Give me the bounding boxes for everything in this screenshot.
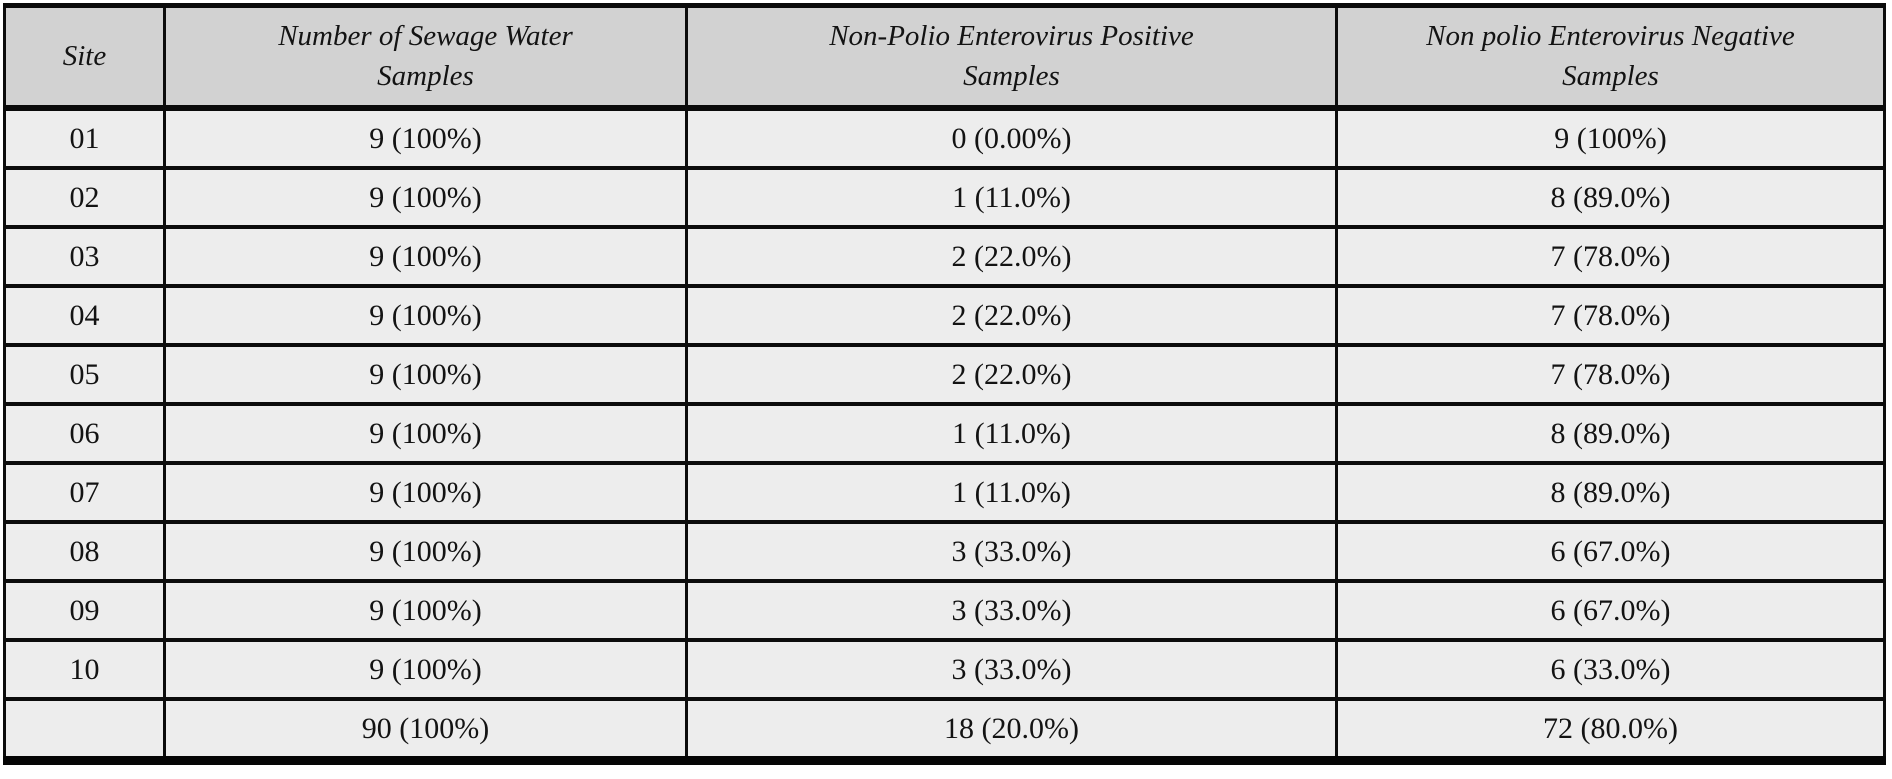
table-row: 06 9 (100%) 1 (11.0%) 8 (89.0%)	[3, 402, 1886, 465]
positive-cell: 18 (20.0%)	[685, 697, 1338, 763]
negative-cell: 9 (100%)	[1335, 106, 1886, 170]
positive-cell: 2 (22.0%)	[685, 225, 1338, 288]
site-cell: 09	[3, 579, 166, 642]
table-row: 07 9 (100%) 1 (11.0%) 8 (89.0%)	[3, 461, 1886, 524]
negative-cell: 8 (89.0%)	[1335, 166, 1886, 229]
site-cell: 08	[3, 520, 166, 583]
samples-cell: 9 (100%)	[163, 343, 688, 406]
negative-cell: 8 (89.0%)	[1335, 402, 1886, 465]
samples-cell: 9 (100%)	[163, 166, 688, 229]
site-cell: 10	[3, 638, 166, 701]
positive-cell: 3 (33.0%)	[685, 520, 1338, 583]
negative-cell: 7 (78.0%)	[1335, 225, 1886, 288]
table-row: 08 9 (100%) 3 (33.0%) 6 (67.0%)	[3, 520, 1886, 583]
table-row: 01 9 (100%) 0 (0.00%) 9 (100%)	[3, 106, 1886, 170]
positive-cell: 1 (11.0%)	[685, 166, 1338, 229]
negative-cell: 72 (80.0%)	[1335, 697, 1886, 763]
negative-cell: 6 (33.0%)	[1335, 638, 1886, 701]
site-cell: 04	[3, 284, 166, 347]
table-row: 02 9 (100%) 1 (11.0%) 8 (89.0%)	[3, 166, 1886, 229]
positive-cell: 3 (33.0%)	[685, 638, 1338, 701]
negative-cell: 7 (78.0%)	[1335, 343, 1886, 406]
samples-cell: 90 (100%)	[163, 697, 688, 763]
samples-cell: 9 (100%)	[163, 106, 688, 170]
samples-cell: 9 (100%)	[163, 638, 688, 701]
positive-cell: 1 (11.0%)	[685, 402, 1338, 465]
table-row: 03 9 (100%) 2 (22.0%) 7 (78.0%)	[3, 225, 1886, 288]
positive-cell: 0 (0.00%)	[685, 106, 1338, 170]
table-body: 01 9 (100%) 0 (0.00%) 9 (100%) 02 9 (100%) 1 (…	[3, 106, 1886, 763]
negative-cell: 7 (78.0%)	[1335, 284, 1886, 347]
site-cell: 05	[3, 343, 166, 406]
site-cell: 02	[3, 166, 166, 229]
column-header-samples: Number of Sewage Water Samples	[163, 4, 688, 111]
samples-cell: 9 (100%)	[163, 284, 688, 347]
negative-cell: 6 (67.0%)	[1335, 520, 1886, 583]
table-row: 09 9 (100%) 3 (33.0%) 6 (67.0%)	[3, 579, 1886, 642]
column-header-site: Site	[3, 4, 166, 111]
positive-cell: 2 (22.0%)	[685, 343, 1338, 406]
column-header-negative: Non polio Enterovirus Negative Samples	[1335, 4, 1886, 111]
site-cell: 01	[3, 106, 166, 170]
samples-cell: 9 (100%)	[163, 579, 688, 642]
site-cell: 07	[3, 461, 166, 524]
header-row: Site Number of Sewage Water Samples Non-…	[3, 4, 1886, 111]
sewage-samples-table: Site Number of Sewage Water Samples Non-…	[3, 3, 1886, 765]
samples-cell: 9 (100%)	[163, 225, 688, 288]
samples-cell: 9 (100%)	[163, 461, 688, 524]
site-cell: 03	[3, 225, 166, 288]
table-row: 10 9 (100%) 3 (33.0%) 6 (33.0%)	[3, 638, 1886, 701]
site-cell	[3, 697, 166, 763]
positive-cell: 1 (11.0%)	[685, 461, 1338, 524]
negative-cell: 8 (89.0%)	[1335, 461, 1886, 524]
total-row: 90 (100%) 18 (20.0%) 72 (80.0%)	[3, 697, 1886, 763]
column-header-positive: Non-Polio Enterovirus Positive Samples	[685, 4, 1338, 111]
samples-cell: 9 (100%)	[163, 402, 688, 465]
site-cell: 06	[3, 402, 166, 465]
positive-cell: 2 (22.0%)	[685, 284, 1338, 347]
table-row: 05 9 (100%) 2 (22.0%) 7 (78.0%)	[3, 343, 1886, 406]
negative-cell: 6 (67.0%)	[1335, 579, 1886, 642]
table-row: 04 9 (100%) 2 (22.0%) 7 (78.0%)	[3, 284, 1886, 347]
positive-cell: 3 (33.0%)	[685, 579, 1338, 642]
samples-cell: 9 (100%)	[163, 520, 688, 583]
